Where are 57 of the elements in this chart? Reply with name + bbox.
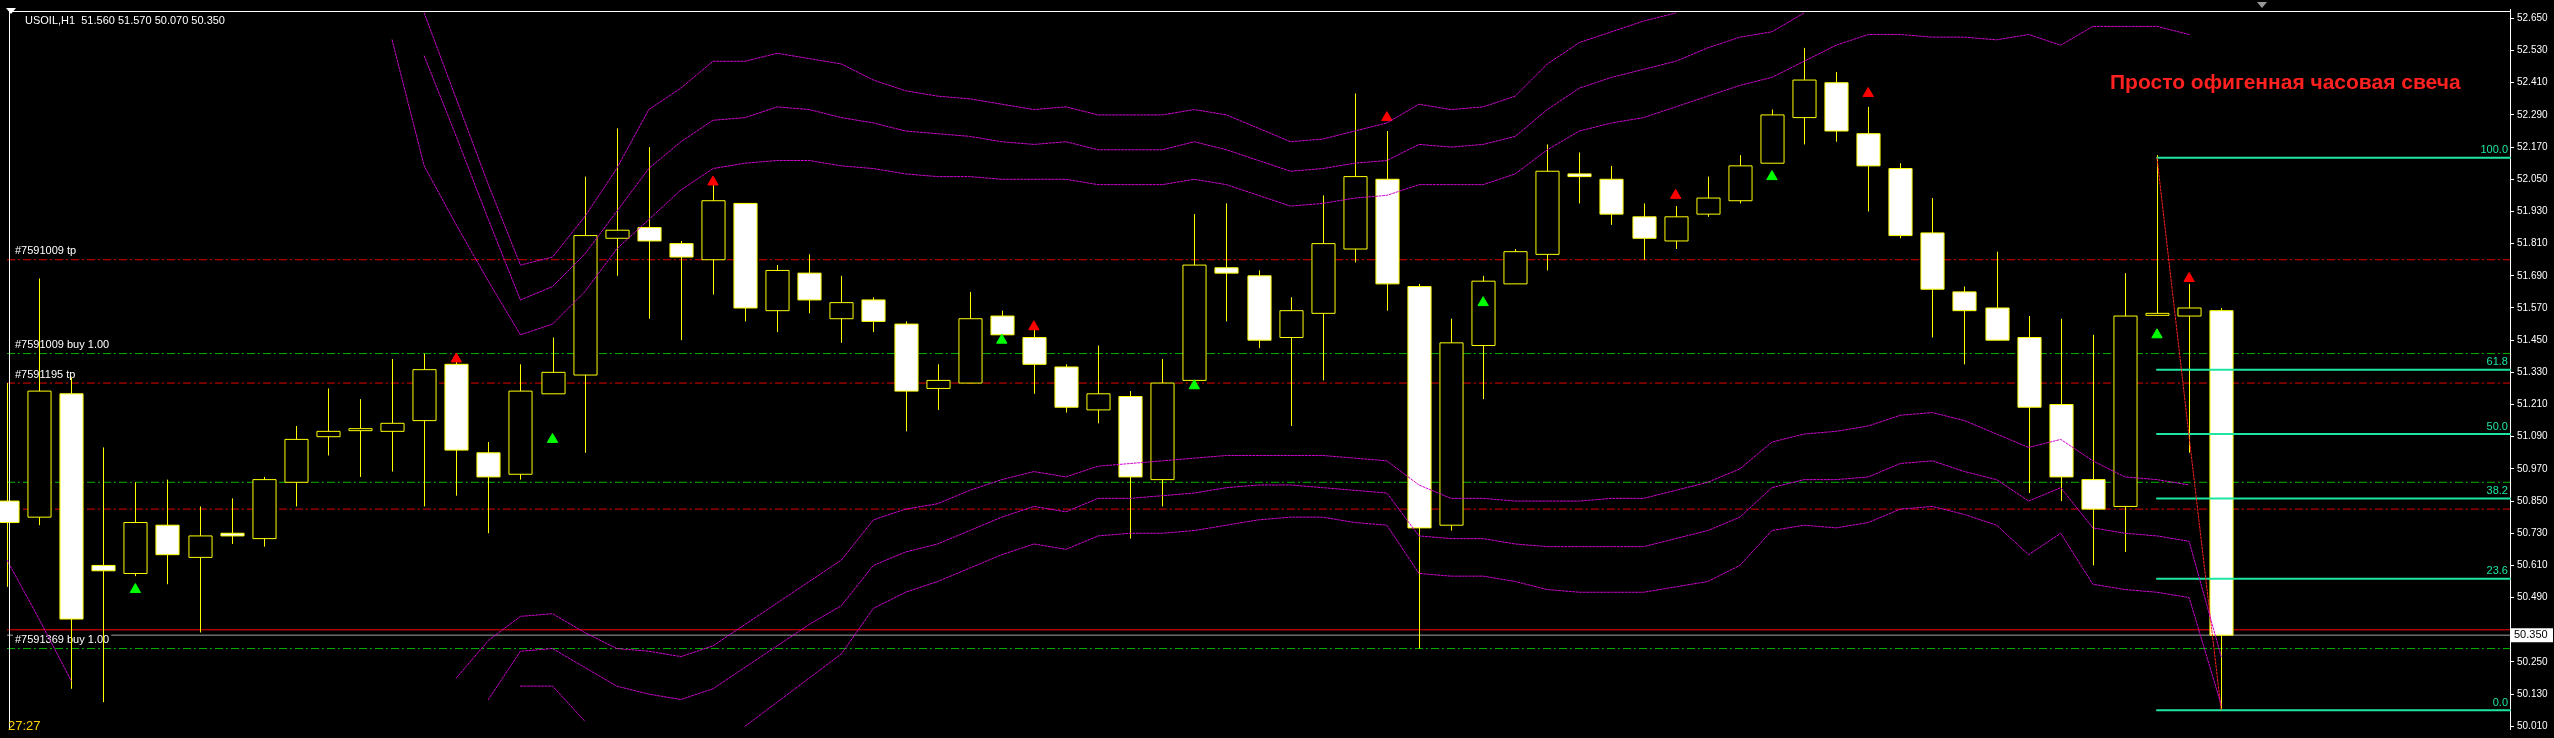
line-series [487,460,2222,700]
candlestick [669,240,694,341]
ref-line-label: 50.350 [2514,628,2548,641]
candlestick [1214,202,1239,322]
point [1669,188,1682,199]
series-label: 50.0 [2486,419,2508,432]
y-tick-label: 52.290 [2517,108,2549,120]
y-tick-label: 50.010 [2517,720,2549,732]
y-tick-label: 50.730 [2517,527,2549,538]
y-tick-label: 51.210 [2517,398,2549,410]
y-tick-label: 51.810 [2517,237,2549,249]
point [1381,111,1393,122]
y-tick-label: 51.690 [2517,269,2549,281]
y-tick-label: 51.930 [2517,205,2549,217]
point [996,333,1008,344]
point [707,175,719,186]
text: USOIL,H1 51.560 51.570 50.070 50.350 [25,14,225,27]
point [129,583,142,594]
series-label: 0.0 [2492,695,2508,708]
candlestick [1632,202,1657,261]
y-tick-label: 52.530 [2517,44,2549,56]
line-series [391,25,2190,336]
y-tick-label: 50.610 [2517,559,2549,571]
series-label: 38.2 [2486,483,2508,496]
y-tick-label: 50.130 [2517,687,2549,699]
line-series [423,12,1805,301]
series-label: 100.0 [2480,143,2508,156]
ref-line-label: #7591009 tp [15,244,77,257]
point [546,432,559,443]
y-tick-label: 51.570 [2517,301,2549,313]
y-tick-label: 51.450 [2517,333,2549,345]
series-label: 23.6 [2486,564,2508,577]
y-tick-label: 52.170 [2517,140,2549,152]
y-tick-label: 50.970 [2517,462,2549,474]
point [450,352,462,363]
y-tick-label: 52.050 [2517,173,2549,185]
candlestick [2081,334,2106,566]
point [1477,296,1489,307]
y-tick-label: 52.650 [2517,12,2549,24]
point [1188,379,1201,390]
y-tick-label: 50.850 [2517,494,2549,506]
point [2183,272,2195,282]
y-tick-label: 51.090 [2517,430,2549,442]
candlestick [188,505,213,633]
y-tick-label: 50.490 [2517,591,2549,603]
y-tick-label: 52.410 [2517,76,2549,88]
point [1766,170,1778,181]
candlestick [861,296,886,333]
series-label: 61.8 [2486,355,2508,368]
annotation: 27:27 [8,718,41,734]
point [1028,320,1040,331]
point [1862,86,1874,97]
line-series [423,12,1677,266]
annotation: Просто офигенная часовая свеча [2110,70,2461,94]
y-tick-label: 51.330 [2517,366,2549,378]
y-tick-label: 50.250 [2517,655,2549,667]
point [2151,328,2163,339]
